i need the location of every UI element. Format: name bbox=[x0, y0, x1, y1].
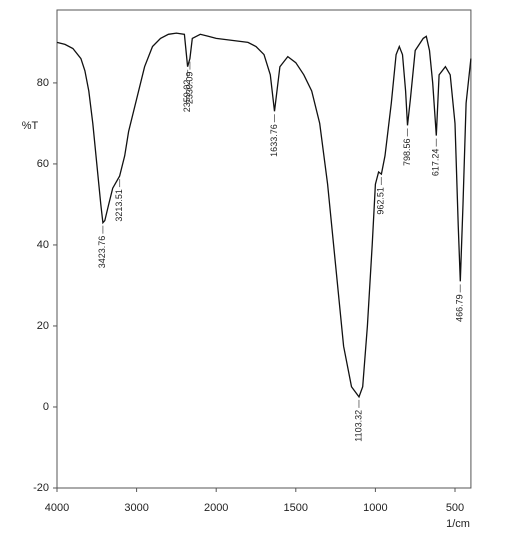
peak-label: 466.79 bbox=[455, 294, 465, 322]
x-tick-label: 1000 bbox=[363, 502, 387, 514]
peak-label: 962.51 bbox=[376, 187, 386, 215]
x-tick-label: 2000 bbox=[204, 502, 228, 514]
peak-label: 798.56 bbox=[402, 138, 412, 166]
y-tick-label: 20 bbox=[37, 320, 49, 332]
x-tick-label: 4000 bbox=[45, 502, 69, 514]
y-tick-label: 0 bbox=[43, 401, 49, 413]
x-axis-label: 1/cm bbox=[446, 518, 470, 530]
x-tick-label: 1500 bbox=[284, 502, 308, 514]
x-tick-label: 3000 bbox=[124, 502, 148, 514]
peak-label: 3423.76 bbox=[97, 236, 107, 269]
y-tick-label: -20 bbox=[33, 482, 49, 494]
peak-label: 3213.51 bbox=[114, 189, 124, 222]
y-tick-label: 40 bbox=[37, 239, 49, 251]
x-tick-label: 500 bbox=[446, 502, 464, 514]
spectrum-line bbox=[56, 32, 472, 399]
y-axis-label: %T bbox=[22, 120, 39, 132]
peak-label: 617.24 bbox=[431, 149, 441, 177]
peak-label: 2330.09 bbox=[184, 72, 194, 105]
y-tick-label: 80 bbox=[37, 77, 49, 89]
peak-label: 2359.02 bbox=[182, 80, 192, 113]
peak-label: 1103.32 bbox=[353, 410, 363, 442]
peak-label: 1633.76 bbox=[269, 124, 279, 157]
plot-frame bbox=[56, 9, 472, 489]
y-tick-label: 60 bbox=[37, 158, 49, 170]
